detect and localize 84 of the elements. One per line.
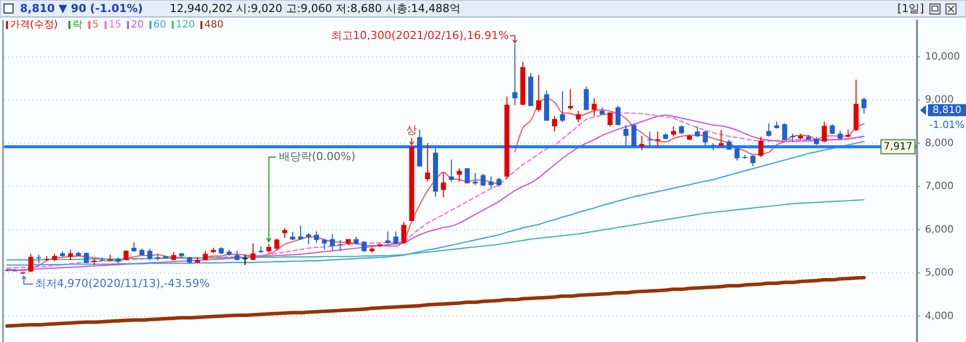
- candlestick: [36, 254, 42, 264]
- legend-label: 20: [131, 20, 144, 31]
- candlestick: [536, 74, 542, 112]
- candlestick: [512, 43, 518, 106]
- annotation: 최저4,970(2020/11/13),-43.59%: [34, 277, 210, 290]
- legend-label: 480: [204, 20, 224, 31]
- candlestick: [274, 238, 280, 250]
- chart-subtitle: 12,940,202 시:9,020 고:9,060 저:8,680 시총:14,488억: [170, 2, 461, 16]
- annotation: 락: [72, 20, 82, 31]
- legend-label: 60: [153, 20, 166, 31]
- candlestick: [631, 122, 636, 148]
- candlestick: [639, 135, 644, 151]
- candlestick: [456, 168, 462, 182]
- candlestick: [734, 147, 740, 161]
- candlestick: [68, 249, 73, 261]
- candlestick: [702, 130, 708, 146]
- candlestick: [282, 228, 288, 238]
- candlestick: [266, 243, 272, 254]
- y-tick-label: 9,000: [925, 94, 954, 106]
- candlestick: [28, 253, 34, 272]
- chart-title: 8,810 ▼ 90 (-1.01%): [20, 2, 143, 16]
- candlestick: [560, 90, 565, 123]
- annotation: 상: [406, 124, 418, 137]
- candlestick: [385, 230, 390, 244]
- candlestick: [425, 142, 430, 182]
- candlestick: [338, 239, 343, 252]
- candlestick: [250, 242, 256, 261]
- candlestick: [608, 112, 613, 127]
- candlestick: [822, 121, 827, 142]
- text: 8,810: [932, 104, 962, 116]
- candlestick: [124, 250, 129, 261]
- annotation: 배당락(0.00%): [278, 150, 356, 164]
- candlestick: [568, 88, 573, 110]
- y-tick-label: 4,000: [925, 310, 954, 322]
- candlestick: [623, 124, 628, 147]
- legend-label: 15: [108, 20, 122, 31]
- candlestick: [790, 133, 796, 142]
- annotation: 최고10,300(2021/02/16),16.91%: [330, 28, 509, 42]
- candlestick: [496, 177, 502, 188]
- candlestick: [710, 142, 716, 152]
- candlestick: [234, 250, 240, 262]
- candlestick: [84, 252, 89, 264]
- candlestick: [472, 172, 478, 186]
- candlestick: [306, 232, 312, 245]
- y-tick-label: 5,000: [925, 268, 954, 279]
- candlestick: [242, 254, 248, 266]
- text: [1일]: [897, 2, 924, 16]
- candlestick: [718, 129, 724, 147]
- candlestick: [440, 172, 446, 198]
- candlestick: [488, 176, 494, 189]
- candlestick: [694, 126, 700, 138]
- candlestick: [322, 238, 327, 250]
- candlestick: [782, 122, 788, 140]
- y-tick-label: 7,000: [925, 181, 954, 192]
- candlestick: [584, 86, 589, 110]
- y-tick-label: 6,000: [925, 224, 954, 236]
- candlestick: [766, 122, 772, 138]
- candlestick: [480, 173, 486, 186]
- y-tick-label: 8,000: [925, 138, 954, 149]
- candlestick: [552, 115, 558, 132]
- text: -1.01%: [929, 120, 965, 131]
- candlestick: [464, 168, 470, 184]
- candlestick: [401, 221, 406, 244]
- candlestick: [616, 106, 621, 126]
- candlestick: [314, 230, 319, 244]
- legend-label: 가격(수정): [10, 20, 58, 31]
- legend-label: 5: [92, 20, 99, 31]
- candlestick: [298, 224, 304, 240]
- candlestick: [448, 159, 454, 182]
- y-tick-label: 10,000: [925, 51, 960, 62]
- legend-label: 120: [176, 20, 195, 31]
- candlestick: [330, 233, 335, 252]
- candlestick: [592, 98, 597, 117]
- candlestick: [671, 126, 676, 138]
- candlestick: [758, 136, 764, 158]
- candlestick: [202, 250, 208, 261]
- candlestick: [393, 230, 398, 244]
- candlestick: [862, 96, 866, 114]
- candlestick: [830, 124, 835, 135]
- candlestick: [576, 110, 581, 123]
- ref-line-label: 7,917: [884, 142, 912, 153]
- line-series: [5, 276, 866, 328]
- candlestick: [147, 248, 152, 261]
- candlestick: [647, 131, 652, 148]
